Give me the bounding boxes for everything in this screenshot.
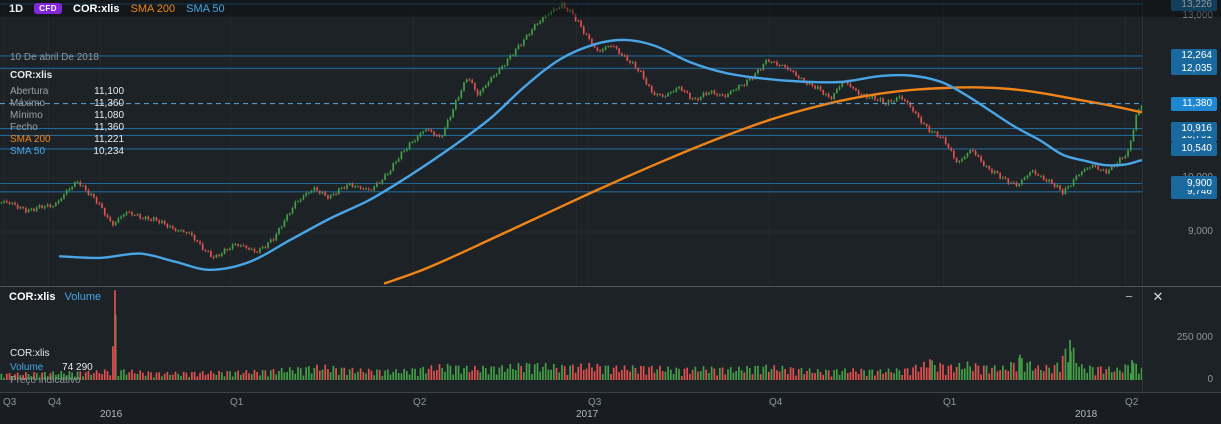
- cfd-badge: CFD: [34, 3, 63, 14]
- volume-axis[interactable]: 250 000 0: [1142, 287, 1221, 392]
- timeframe-button[interactable]: 1D: [9, 2, 24, 15]
- sma200-legend[interactable]: SMA 200: [130, 2, 176, 15]
- volume-legend-row: Volume 74 290: [10, 361, 93, 375]
- price-axis-label: 9,000: [1187, 226, 1213, 238]
- volume-axis-label: 250 000: [1176, 332, 1213, 344]
- quarter-label: Q1: [943, 397, 957, 408]
- info-label: Fecho: [10, 122, 38, 133]
- volume-pane: COR:xlis Volume − ✕ COR:xlis Volume 74 2…: [0, 286, 1221, 392]
- info-label: SMA 200: [10, 134, 51, 145]
- minimize-icon[interactable]: −: [1125, 289, 1133, 304]
- sma50-legend[interactable]: SMA 50: [186, 2, 225, 15]
- info-value: 10,234: [93, 146, 124, 157]
- quarter-label: Q2: [413, 397, 427, 408]
- year-label: 2016: [100, 409, 123, 420]
- volume-header: COR:xlis Volume: [9, 291, 101, 303]
- volume-axis-label: 0: [1207, 374, 1213, 385]
- price-line-label[interactable]: 9,900: [1171, 176, 1217, 191]
- volume-indicator-label[interactable]: Volume: [64, 291, 102, 303]
- info-label: Máximo: [10, 98, 46, 109]
- price-line-label[interactable]: 10,916: [1171, 121, 1217, 136]
- price-line-label[interactable]: 12,035: [1171, 61, 1217, 76]
- quarter-label: Q4: [48, 397, 62, 408]
- current-price-label[interactable]: 11,380: [1171, 96, 1217, 111]
- quarter-label: Q1: [230, 397, 244, 408]
- price-axis[interactable]: 13,00010,0009,00013,22612,26412,03510,91…: [1142, 0, 1221, 286]
- symbol-label: COR:xlis: [73, 2, 120, 15]
- info-symbol: COR:xlis: [10, 70, 53, 81]
- info-label: SMA 50: [10, 146, 46, 157]
- time-axis[interactable]: Q3 Q4 Q1 Q2 Q3 Q4 Q1 Q2 2016 2017 2018: [0, 392, 1221, 424]
- info-row-sma200: SMA 200 11,221: [10, 134, 124, 146]
- volume-chart-canvas[interactable]: [0, 287, 1143, 380]
- price-chart-canvas[interactable]: [0, 0, 1143, 286]
- info-value: 11,100: [94, 86, 124, 97]
- volume-legend-symbol: COR:xlis: [10, 348, 50, 359]
- volume-legend: COR:xlis Volume 74 290 Preço indicativo: [10, 347, 93, 388]
- info-row-open: Abertura 11,100: [10, 86, 124, 98]
- info-row-close: Fecho 11,360: [10, 122, 124, 134]
- info-row-low: Mínimo 11,080: [10, 110, 124, 122]
- close-icon[interactable]: ✕: [1152, 289, 1164, 304]
- price-pane: 1D CFD COR:xlis SMA 200 SMA 50 10 De abr…: [0, 0, 1221, 286]
- volume-symbol-label: COR:xlis: [9, 291, 56, 303]
- price-line-label[interactable]: 10,540: [1171, 141, 1217, 156]
- info-value: 11,080: [94, 110, 124, 121]
- cursor-date: 10 De abril De 2018: [10, 52, 99, 63]
- info-value: 11,221: [94, 134, 124, 145]
- quarter-label: Q3: [3, 397, 17, 408]
- info-value: 11,360: [94, 122, 124, 133]
- volume-legend-value: 74 290: [62, 361, 93, 373]
- price-line-label[interactable]: 12,264: [1171, 48, 1217, 63]
- info-row-high: Máximo 11,360: [10, 98, 124, 110]
- quarter-label: Q4: [769, 397, 783, 408]
- price-line-label[interactable]: 13,226: [1171, 0, 1217, 11]
- indicative-price-note: Preço indicativo: [10, 375, 81, 386]
- year-label: 2018: [1075, 409, 1098, 420]
- data-window: 10 De abril De 2018 COR:xlis Abertura 11…: [10, 52, 124, 158]
- info-label: Abertura: [10, 86, 49, 97]
- volume-pane-controls: − ✕: [1122, 289, 1165, 305]
- price-axis-label: 13,000: [1182, 10, 1213, 22]
- info-row-sma50: SMA 50 10,234: [10, 146, 124, 158]
- quarter-label: Q2: [1125, 397, 1139, 408]
- info-label: Mínimo: [10, 110, 43, 121]
- volume-legend-label: Volume: [10, 361, 44, 373]
- quarter-label: Q3: [588, 397, 602, 408]
- year-label: 2017: [576, 409, 599, 420]
- info-value: 11,360: [94, 98, 124, 109]
- chart-toolbar: 1D CFD COR:xlis SMA 200 SMA 50: [0, 0, 1221, 17]
